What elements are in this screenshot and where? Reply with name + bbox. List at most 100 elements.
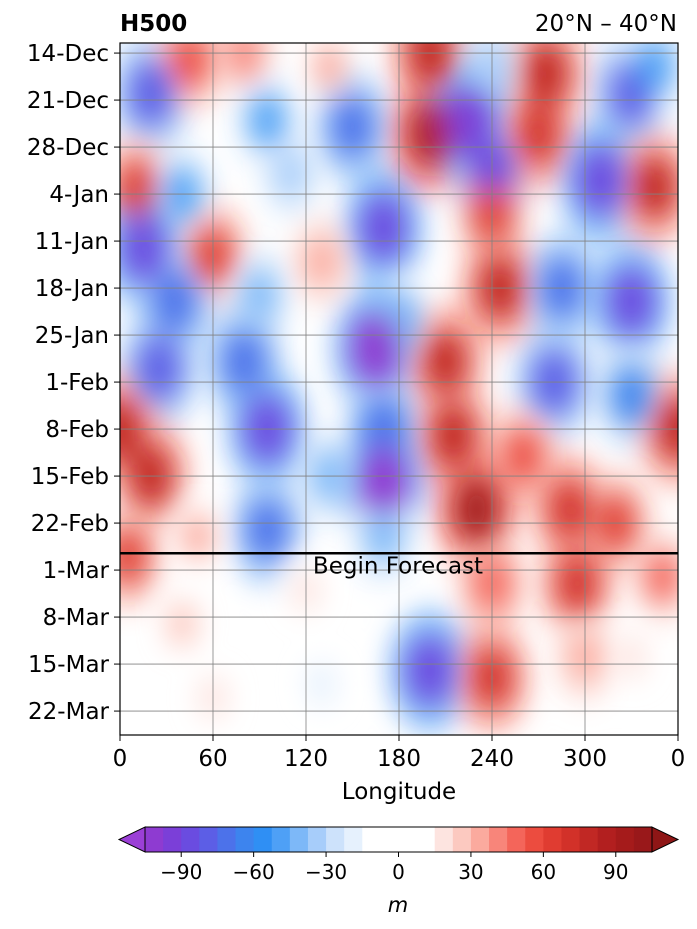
anomaly-core	[137, 335, 181, 402]
x-axis-label: Longitude	[342, 779, 456, 805]
anomaly-core	[171, 43, 209, 89]
grid-lines	[120, 43, 678, 735]
y-tick-label: 21-Dec	[27, 88, 109, 114]
y-tick-label: 8-Mar	[43, 605, 110, 631]
x-tick-label: 60	[198, 746, 227, 772]
anomaly-core	[361, 194, 406, 262]
y-tick-label: 22-Feb	[31, 511, 109, 537]
y-tick-label: 4-Jan	[49, 182, 109, 208]
colorbar-swatch	[561, 827, 581, 852]
anomaly-core	[120, 157, 155, 217]
colorbar: −90 −60 −30 0 30 60 90	[117, 826, 680, 884]
anomaly-cores	[120, 43, 678, 721]
colorbar-tick-label: −90	[160, 860, 202, 884]
colorbar-swatch	[199, 827, 218, 852]
colorbar-swatch	[525, 827, 544, 852]
colorbar-tick-label: 0	[392, 860, 405, 884]
colorbar-swatch	[235, 827, 255, 852]
colorbar-swatch	[633, 827, 653, 852]
y-tick-label: 14-Dec	[27, 41, 109, 67]
anomaly-core	[246, 498, 288, 561]
x-tick-label: 120	[284, 746, 328, 772]
anomaly-core	[577, 146, 624, 216]
anomaly-core	[332, 95, 373, 159]
colorbar-swatch	[344, 827, 363, 852]
anomaly-core	[556, 552, 598, 615]
colorbar-swatch	[416, 827, 436, 852]
anomaly-core	[351, 312, 400, 385]
y-axis-ticks: 14-Dec 21-Dec 28-Dec 4-Jan 11-Jan 18-Jan 25-Ja…	[27, 41, 120, 725]
anomaly-core	[424, 329, 467, 394]
anomaly-core	[227, 43, 261, 80]
y-tick-label: 1-Mar	[43, 558, 110, 584]
anomaly-core	[504, 427, 542, 485]
colorbar-swatch	[489, 827, 508, 852]
anomaly-core	[518, 102, 559, 165]
anomaly-core	[121, 214, 166, 282]
chart-subtitle: 20°N – 40°N	[535, 11, 677, 37]
anomaly-core	[407, 636, 453, 706]
colorbar-swatch	[163, 827, 182, 852]
colorbar-swatch	[507, 827, 526, 852]
colorbar-tick-label: 90	[603, 860, 628, 884]
anomaly-core	[120, 527, 147, 587]
y-tick-label: 1-Feb	[45, 370, 109, 396]
anomaly-core	[274, 148, 307, 200]
x-tick-label: 240	[470, 746, 514, 772]
colorbar-swatch	[579, 827, 599, 852]
anomaly-core	[359, 446, 408, 519]
colorbar-swatch	[253, 827, 273, 852]
anomaly-core	[129, 60, 173, 127]
forecast-annotation: Begin Forecast	[313, 553, 483, 579]
anomaly-core	[249, 92, 286, 149]
anomaly-core	[307, 661, 336, 708]
colorbar-swatch	[217, 827, 237, 852]
anomaly-core	[453, 475, 500, 545]
y-tick-label: 8-Feb	[45, 417, 109, 443]
colorbar-extend-min	[117, 826, 146, 853]
colorbar-swatch	[470, 827, 490, 852]
anomaly-core	[431, 402, 475, 469]
anomaly-core	[407, 100, 453, 168]
anomaly-core	[167, 599, 197, 648]
anomaly-core	[153, 269, 196, 334]
anomaly-core	[636, 43, 673, 95]
anomaly-core	[313, 43, 345, 92]
anomaly-core	[611, 365, 652, 426]
anomaly-core	[408, 43, 452, 86]
colorbar-swatch	[271, 827, 291, 852]
y-tick-label: 22-Mar	[28, 699, 110, 725]
y-tick-label: 15-Mar	[28, 652, 110, 678]
anomaly-core	[549, 478, 590, 541]
colorbar-tick-label: −60	[233, 860, 275, 884]
anomaly-core	[609, 267, 654, 336]
y-tick-label: 25-Jan	[35, 323, 109, 349]
colorbar-swatch	[398, 827, 418, 852]
x-axis-ticks: 0 60 120 180 240 300 0	[113, 735, 686, 772]
y-tick-label: 28-Dec	[27, 135, 109, 161]
colorbar-swatch	[307, 827, 327, 852]
colorbar-tick-label: 60	[531, 860, 556, 884]
anomaly-core	[445, 85, 493, 156]
colorbar-swatch	[181, 827, 200, 852]
anomaly-core	[645, 549, 678, 604]
colorbar-swatch	[362, 827, 381, 852]
colorbar-swatch	[145, 827, 164, 852]
y-tick-label: 18-Jan	[35, 276, 109, 302]
colorbar-swatch	[452, 827, 472, 852]
x-tick-label: 0	[113, 746, 128, 772]
anomaly-core	[617, 634, 646, 681]
colorbar-tick-label: 30	[458, 860, 483, 884]
anomaly-core	[524, 43, 568, 107]
colorbar-swatch	[615, 827, 635, 852]
x-tick-label: 0	[671, 746, 686, 772]
colorbar-swatch	[434, 827, 454, 852]
y-tick-label: 11-Jan	[35, 229, 109, 255]
anomaly-core	[223, 329, 265, 394]
colorbar-extend-max	[651, 826, 680, 853]
colorbar-swatch	[380, 827, 399, 852]
colorbar-label: m	[388, 893, 408, 917]
y-tick-label: 15-Feb	[31, 464, 109, 490]
colorbar-tick-label: −30	[305, 860, 347, 884]
